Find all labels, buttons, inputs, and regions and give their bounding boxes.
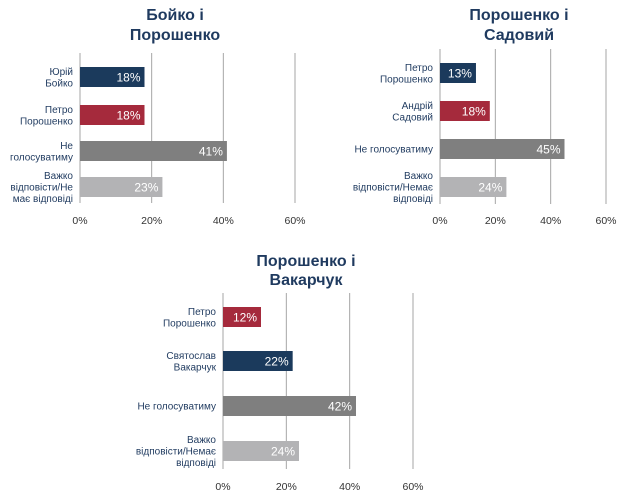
category-label-line: Бойко: [45, 78, 73, 89]
bar: [223, 396, 356, 416]
category-label-line: Петро: [45, 105, 74, 116]
category-label-line: Порошенко: [380, 74, 433, 85]
category-label: Петро Порошенко: [20, 105, 73, 128]
bar: [440, 139, 565, 159]
category-label: Андрій Садовий: [392, 101, 433, 124]
chart-title-line: Бойко і: [146, 7, 204, 24]
x-tick-label: 20%: [141, 215, 162, 227]
category-label: Петро Порошенко: [380, 63, 433, 86]
category-label-line: Святослав: [166, 351, 216, 362]
bar-value-label: 23%: [134, 181, 158, 195]
bar: [440, 101, 490, 121]
x-tick-label: 40%: [339, 481, 360, 493]
category-label: Важко відповісти/Не має відповіді: [10, 171, 73, 205]
bar-value-label: 12%: [233, 311, 257, 325]
x-tick-label: 40%: [540, 215, 561, 227]
category-label: Важко відповісти/Немає відповіді: [136, 435, 217, 469]
bar-value-label: 24%: [478, 181, 502, 195]
category-label: Святослав Вакарчук: [166, 351, 216, 374]
category-label-line: має відповіді: [13, 194, 73, 205]
category-label-line: Важко: [404, 171, 433, 182]
category-label-line: Не голосуватиму: [137, 402, 216, 413]
x-tick-label: 60%: [402, 481, 423, 493]
x-tick-label: 0%: [72, 215, 87, 227]
category-label-line: відповісти/Немає: [353, 183, 433, 194]
chart-title-line: Порошенко і: [469, 7, 568, 24]
x-tick-label: 40%: [213, 215, 234, 227]
category-label-line: голосуватиму: [10, 152, 73, 163]
category-label: Не голосуватиму: [354, 145, 433, 156]
bar: [80, 141, 227, 161]
bar: [440, 177, 507, 197]
category-label: Не голосуватиму: [137, 402, 216, 413]
chart-title: Порошенко і Вакарчук: [256, 253, 355, 289]
bar: [80, 177, 163, 197]
chart-title: Бойко і Порошенко: [130, 7, 221, 44]
x-tick-label: 0%: [432, 215, 447, 227]
category-label-line: Юрій: [50, 67, 73, 78]
bar: [223, 307, 261, 327]
chart-title-line: Порошенко: [130, 27, 221, 44]
chart-title-line: Садовий: [484, 27, 554, 44]
category-label-line: Важко: [44, 171, 73, 182]
category-label-line: Важко: [187, 435, 216, 446]
x-tick-label: 0%: [215, 481, 230, 493]
category-label-line: відповісти/Немає: [136, 447, 216, 458]
bar-value-label: 41%: [199, 145, 223, 159]
bar: [80, 67, 145, 87]
category-label-line: Петро: [405, 63, 434, 74]
category-label-line: Петро: [188, 307, 217, 318]
bar-value-label: 13%: [448, 67, 472, 81]
category-label-line: Порошенко: [20, 116, 73, 127]
x-tick-label: 60%: [284, 215, 305, 227]
bar-value-label: 18%: [116, 71, 140, 85]
bar: [223, 351, 293, 371]
category-label: Важко відповісти/Немає відповіді: [353, 171, 434, 205]
bar-value-label: 18%: [462, 105, 486, 119]
category-label-line: Не: [60, 141, 73, 152]
chart-title-line: Вакарчук: [270, 272, 344, 289]
bar-value-label: 45%: [536, 143, 560, 157]
x-tick-label: 20%: [276, 481, 297, 493]
chart-title-line: Порошенко і: [256, 253, 355, 270]
bar: [223, 441, 299, 461]
category-label-line: Не голосуватиму: [354, 145, 433, 156]
bar: [440, 63, 476, 83]
category-label: Не голосуватиму: [10, 141, 73, 164]
bar-value-label: 42%: [328, 400, 352, 414]
category-label-line: Андрій: [402, 101, 433, 112]
bar-value-label: 24%: [271, 445, 295, 459]
x-tick-label: 60%: [595, 215, 616, 227]
x-tick-label: 20%: [485, 215, 506, 227]
bar-value-label: 22%: [265, 355, 289, 369]
category-label-line: Вакарчук: [174, 362, 217, 373]
category-label-line: відповіді: [393, 194, 433, 205]
chart-1: Бойко і Порошенко 0% 20% 40% 60% 18% Юрій Бойко 1…: [10, 7, 305, 227]
category-label: Юрій Бойко: [45, 67, 73, 90]
bar-value-label: 18%: [116, 109, 140, 123]
bar: [80, 105, 145, 125]
chart-title: Порошенко і Садовий: [469, 7, 568, 44]
category-label: Петро Порошенко: [163, 307, 216, 330]
category-label-line: Порошенко: [163, 318, 216, 329]
category-label-line: відповіді: [176, 458, 216, 469]
category-label-line: відповісти/Не: [10, 183, 73, 194]
category-label-line: Садовий: [392, 112, 433, 123]
